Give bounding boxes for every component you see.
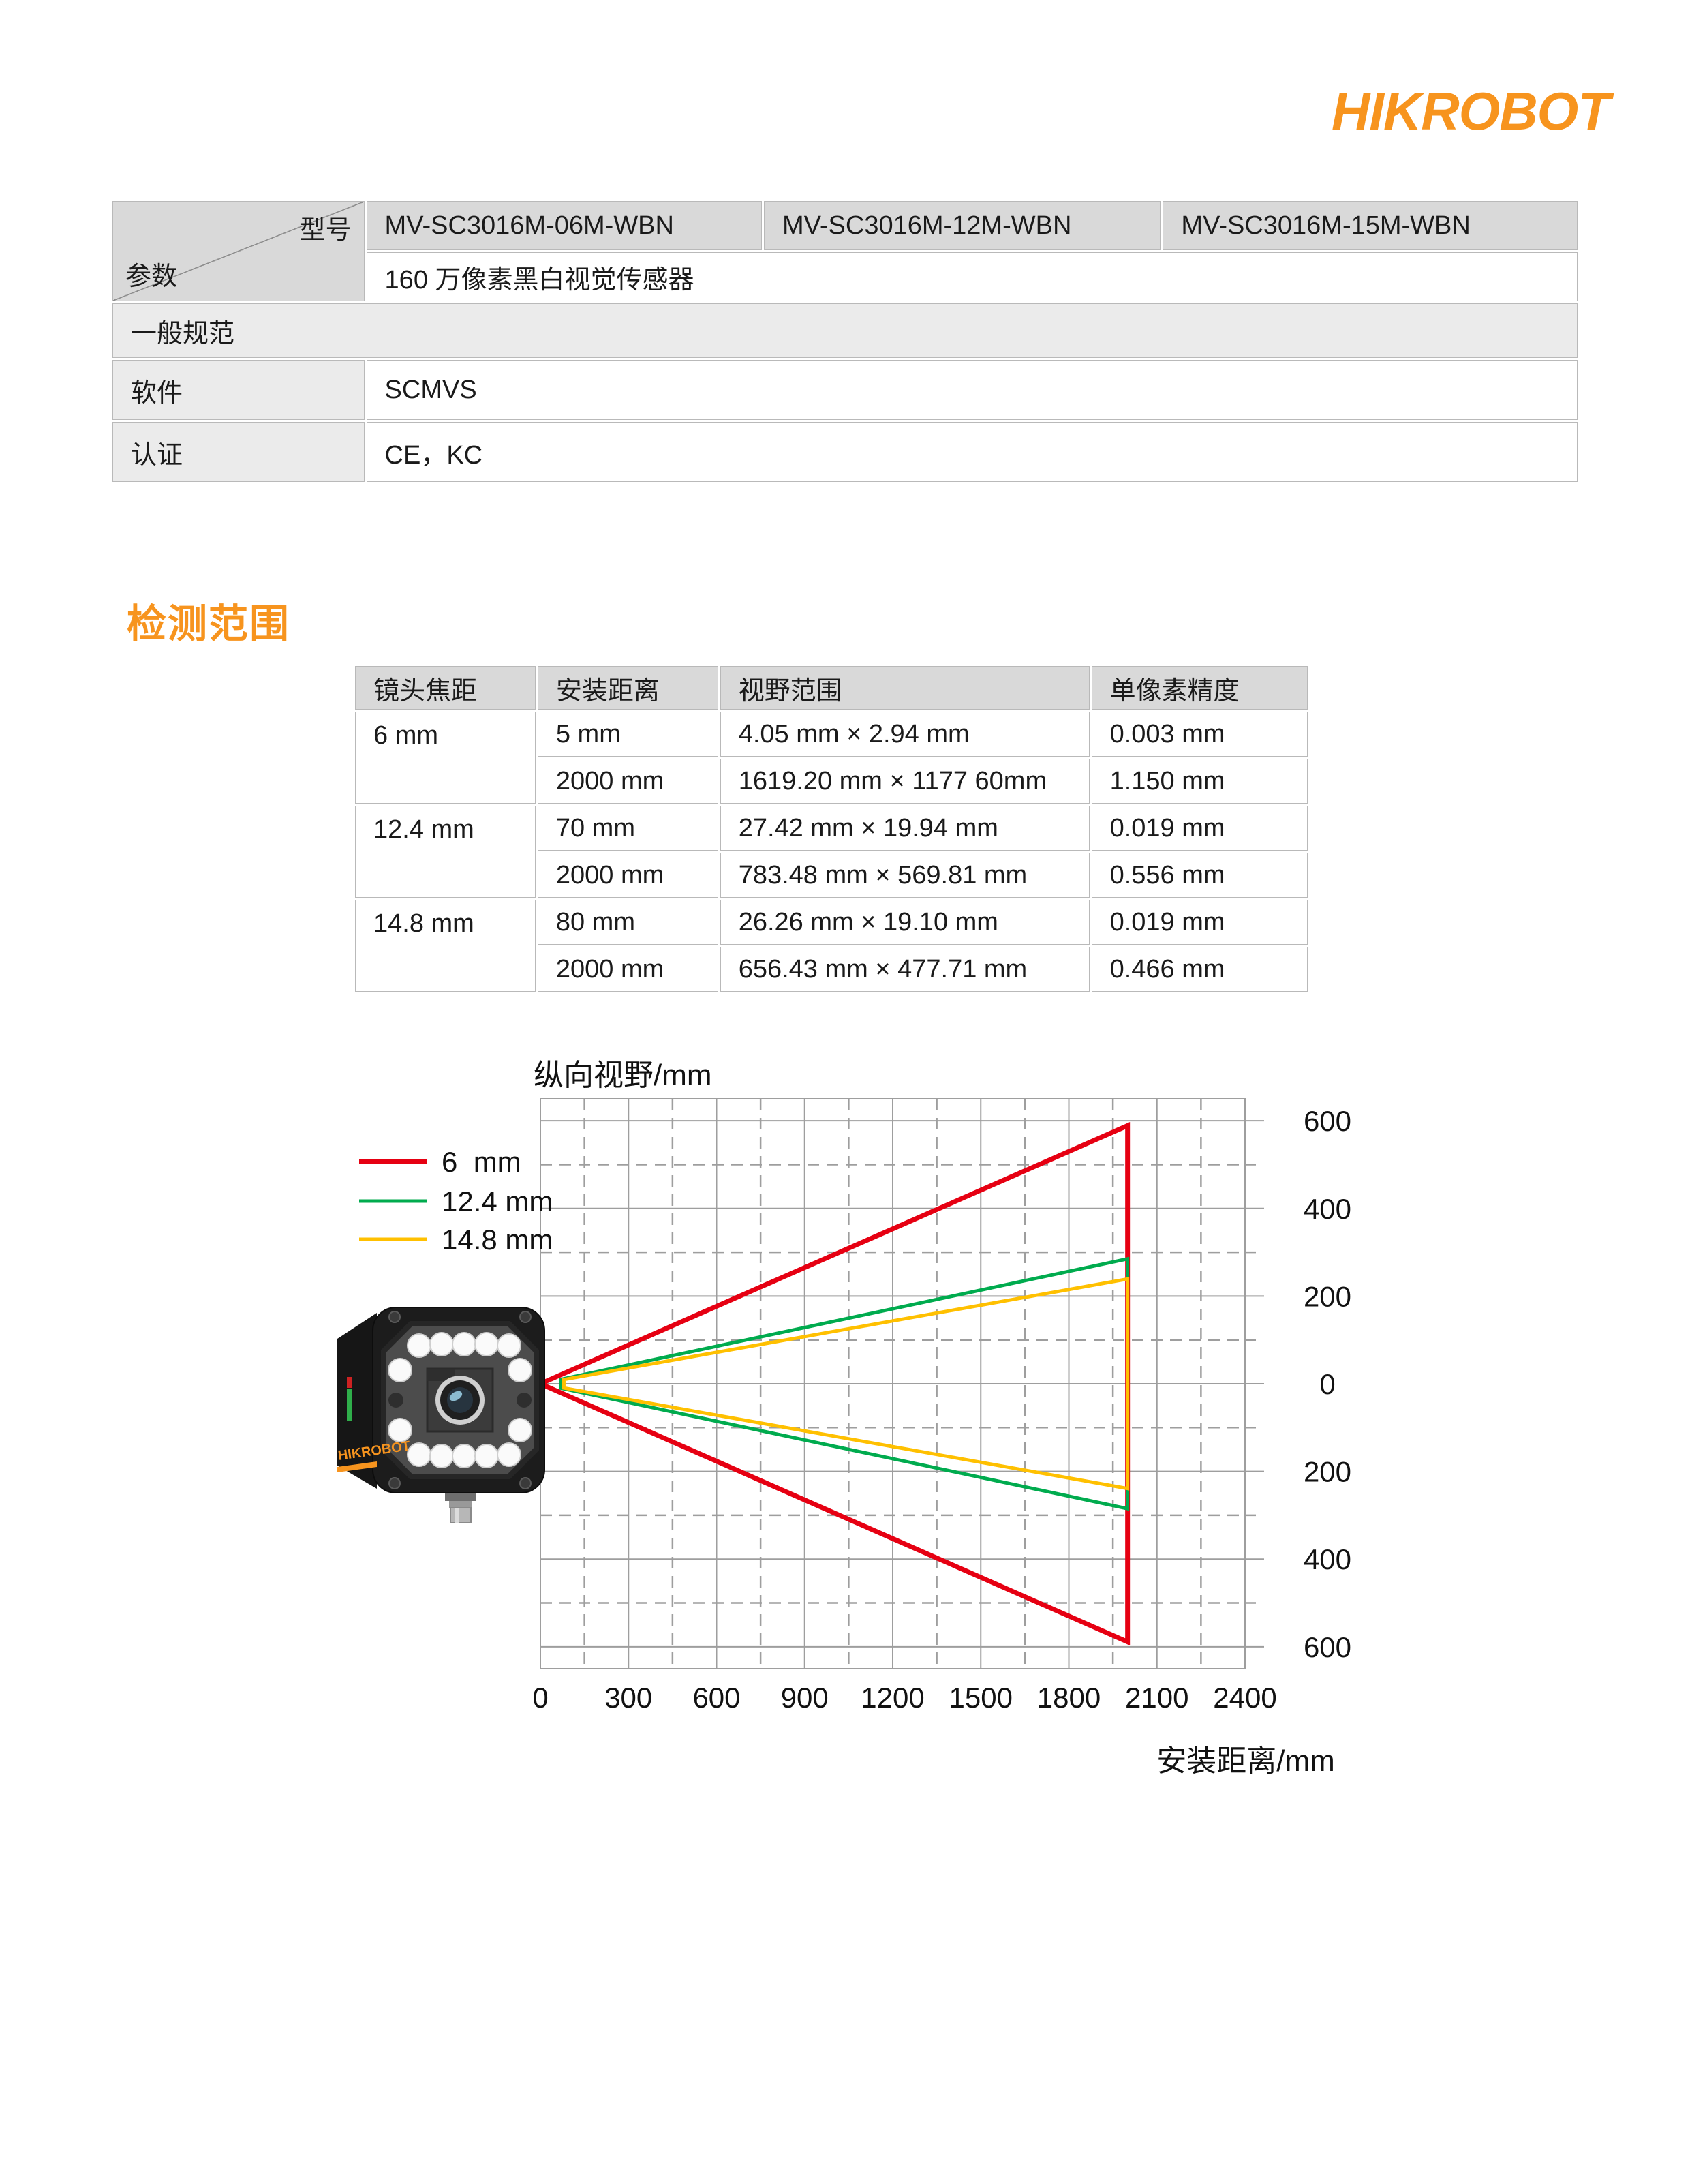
status-led-red — [347, 1377, 352, 1388]
svg-text:300: 300 — [604, 1682, 652, 1714]
detection-cell: 656.43 mm × 477.71 mm — [720, 947, 1090, 992]
detection-range-title: 检测范围 — [127, 602, 291, 646]
sensor-description: 160 万像素黑白视觉传感器 — [366, 252, 1578, 301]
row-value-software: SCMVS — [366, 360, 1578, 420]
detection-cell: 2000 mm — [537, 853, 718, 898]
lens-focal-cell: 6 mm — [355, 712, 536, 804]
spec-table: 型号 参数 MV-SC3016M-06M-WBN MV-SC3016M-12M-… — [110, 199, 1580, 484]
svg-text:200: 200 — [1304, 1280, 1351, 1312]
detection-cell: 1.150 mm — [1091, 759, 1308, 804]
detection-cell: 0.019 mm — [1091, 900, 1308, 945]
detection-cell: 2000 mm — [537, 947, 718, 992]
spec-corner-cell: 型号 参数 — [112, 201, 365, 301]
chart-tick-labels: 0 300 600 900 1200 1500 1800 2100 2400 600 400 200 0… — [532, 1105, 1351, 1714]
svg-text:600: 600 — [1304, 1105, 1351, 1137]
table-row: 6 mm 5 mm 4.05 mm × 2.94 mm 0.003 mm — [355, 712, 1308, 804]
camera-lens — [435, 1376, 485, 1425]
table-row: 2000 mm 783.48 mm × 569.81 mm 0.556 mm — [355, 853, 1308, 898]
row-value-certification: CE，KC — [366, 422, 1578, 482]
detection-cell: 70 mm — [537, 806, 718, 851]
detection-cell: 0.003 mm — [1091, 712, 1308, 757]
detection-cell: 2000 mm — [537, 759, 718, 804]
svg-text:600: 600 — [692, 1682, 740, 1714]
x-axis-title: 安装距离/mm — [1156, 1744, 1335, 1778]
detection-cell: 0.019 mm — [1091, 806, 1308, 851]
svg-text:900: 900 — [781, 1682, 829, 1714]
led-ring — [388, 1332, 532, 1468]
svg-text:200: 200 — [1304, 1456, 1351, 1488]
status-led-green — [347, 1389, 352, 1421]
detection-cell: 783.48 mm × 569.81 mm — [720, 853, 1090, 898]
col-header-install-distance: 安装距离 — [537, 666, 718, 710]
svg-text:2100: 2100 — [1125, 1682, 1188, 1714]
svg-text:0: 0 — [1319, 1368, 1335, 1400]
camera-product-image: HIKROBOT — [337, 1307, 545, 1523]
table-row: 2000 mm 656.43 mm × 477.71 mm 0.466 mm — [355, 947, 1308, 992]
detection-cell: 27.42 mm × 19.94 mm — [720, 806, 1090, 851]
y-axis-title: 纵向视野/mm — [534, 1059, 712, 1092]
svg-text:400: 400 — [1304, 1193, 1351, 1225]
svg-text:1200: 1200 — [861, 1682, 924, 1714]
table-row: 12.4 mm 70 mm 27.42 mm × 19.94 mm 0.019 mm — [355, 806, 1308, 898]
svg-text:2400: 2400 — [1213, 1682, 1276, 1714]
col-header-pixel-accuracy: 单像素精度 — [1091, 666, 1308, 710]
detection-cell: 26.26 mm × 19.10 mm — [720, 900, 1090, 945]
section-general-spec: 一般规范 — [112, 303, 1578, 358]
detection-cell: 0.466 mm — [1091, 947, 1308, 992]
col-header-fov: 视野范围 — [720, 666, 1090, 710]
svg-text:1800: 1800 — [1037, 1682, 1101, 1714]
row-label-certification: 认证 — [112, 422, 365, 482]
row-label-software: 软件 — [112, 360, 365, 420]
detection-cell: 5 mm — [537, 712, 718, 757]
detection-cell: 1619.20 mm × 1177 60mm — [720, 759, 1090, 804]
svg-text:0: 0 — [532, 1682, 548, 1714]
detection-range-chart: 0 300 600 900 1200 1500 1800 2100 2400 600 400 200 0… — [327, 1022, 1377, 1813]
table-row: 14.8 mm 80 mm 26.26 mm × 19.10 mm 0.019 mm — [355, 900, 1308, 992]
detection-cell: 0.556 mm — [1091, 853, 1308, 898]
hikrobot-logo: HIKROBOT — [1332, 81, 1610, 141]
detection-cell: 80 mm — [537, 900, 718, 945]
fov-chart-svg: 0 300 600 900 1200 1500 1800 2100 2400 600 400 200 0… — [337, 1059, 1351, 1778]
col-header-lens-focal: 镜头焦距 — [355, 666, 536, 710]
chart-legend: 6 mm 12.4 mm 14.8 mm — [359, 1146, 553, 1256]
model-name-1: MV-SC3016M-06M-WBN — [366, 201, 762, 250]
corner-label-param: 参数 — [125, 262, 178, 291]
svg-text:1500: 1500 — [949, 1682, 1013, 1714]
lens-focal-cell: 14.8 mm — [355, 900, 536, 992]
screws — [388, 1311, 532, 1489]
legend-label: 14.8 mm — [442, 1224, 553, 1256]
lens-focal-cell: 12.4 mm — [355, 806, 536, 898]
svg-text:600: 600 — [1304, 1631, 1351, 1663]
model-name-3: MV-SC3016M-15M-WBN — [1163, 201, 1578, 250]
table-row: 2000 mm 1619.20 mm × 1177 60mm 1.150 mm — [355, 759, 1308, 804]
detection-cell: 4.05 mm × 2.94 mm — [720, 712, 1090, 757]
legend-label: 12.4 mm — [442, 1185, 553, 1217]
legend-label: 6 mm — [442, 1146, 521, 1178]
corner-label-model: 型号 — [299, 216, 352, 245]
chart-grid — [540, 1098, 1264, 1669]
model-name-2: MV-SC3016M-12M-WBN — [763, 201, 1161, 250]
svg-text:400: 400 — [1304, 1543, 1351, 1575]
m12-connector — [445, 1493, 476, 1523]
detection-range-table: 镜头焦距 安装距离 视野范围 单像素精度 6 mm 5 mm 4.05 mm × 2… — [353, 664, 1310, 994]
